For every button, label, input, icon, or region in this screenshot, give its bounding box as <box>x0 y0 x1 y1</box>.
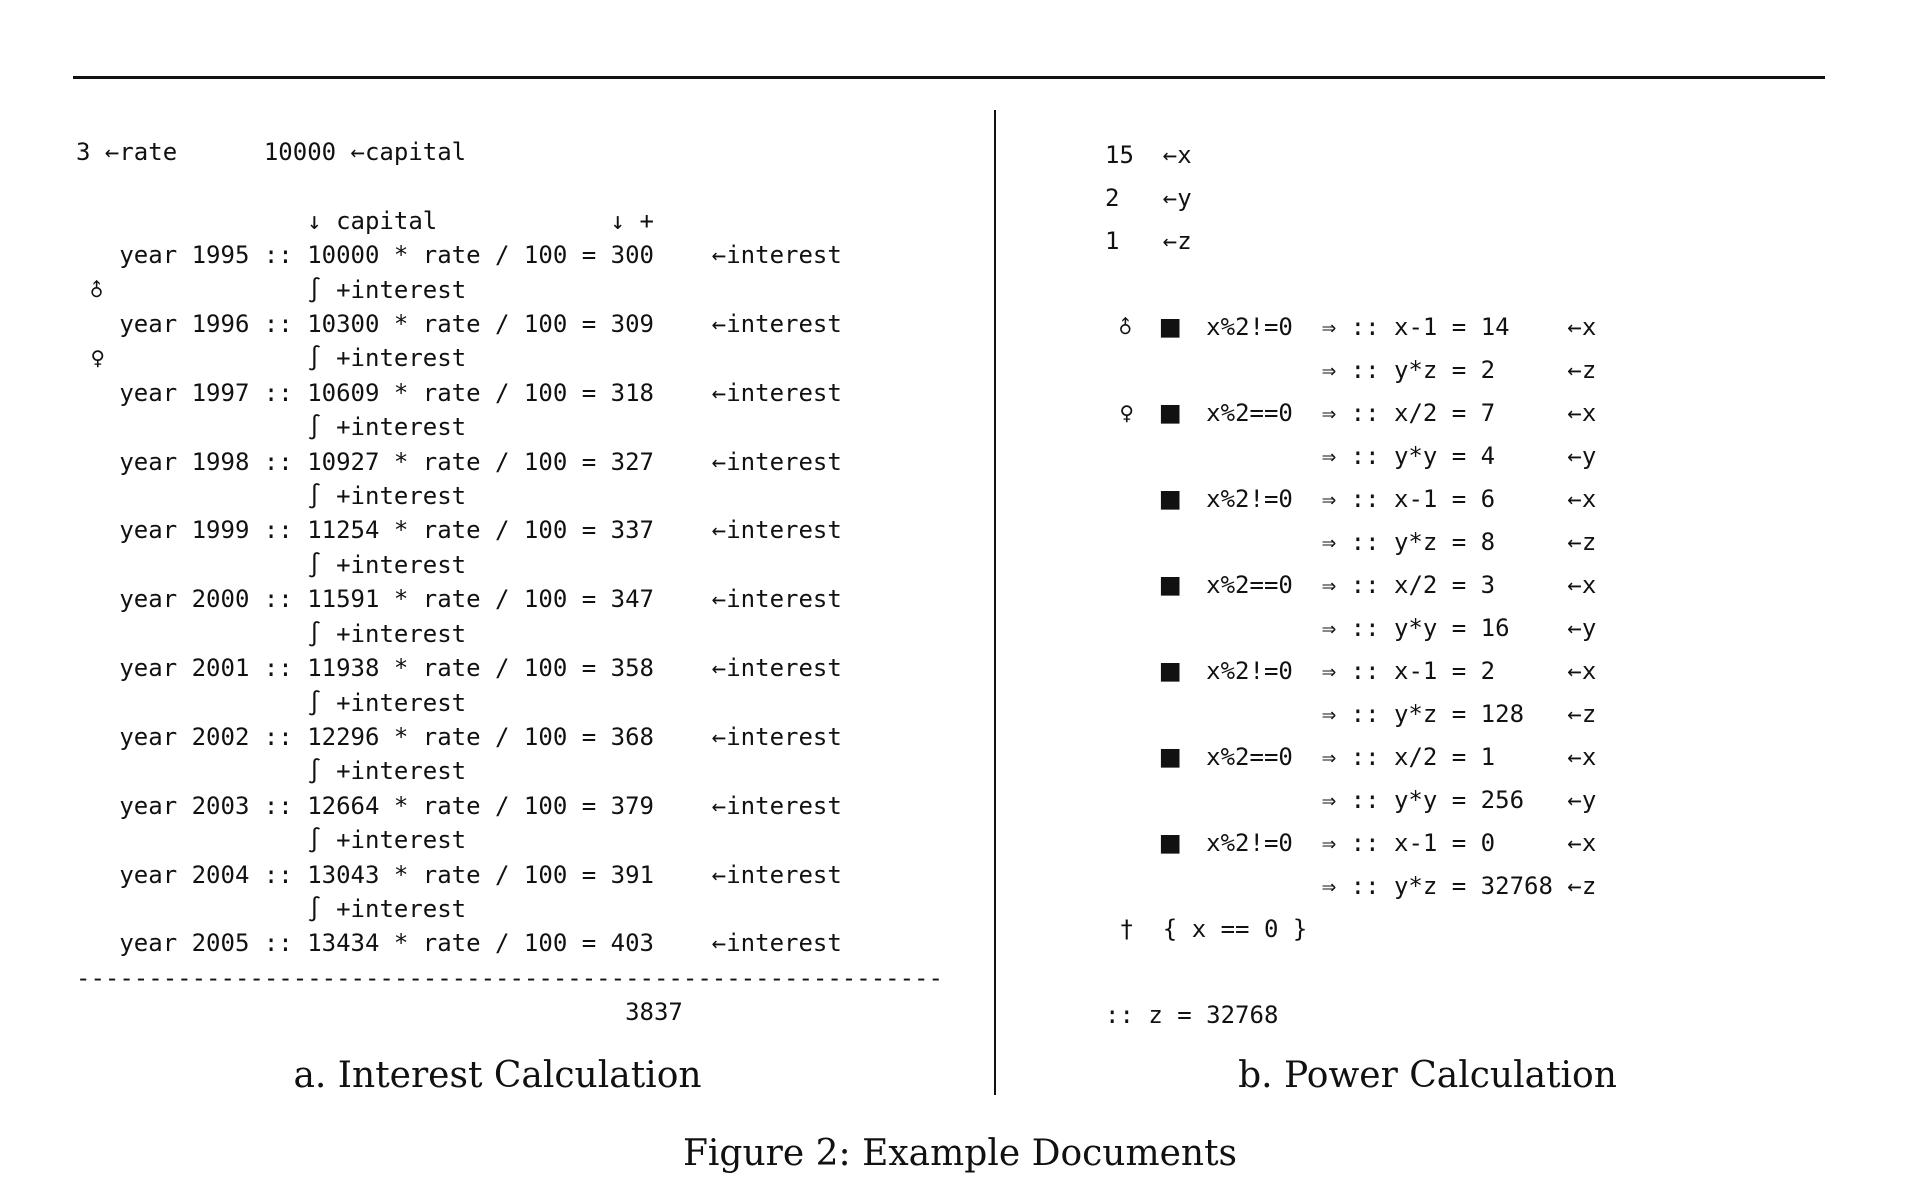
code-line: 1 ←z <box>1105 227 1192 255</box>
code-line: ∫ +interest <box>307 482 467 511</box>
panel-divider <box>994 110 996 1095</box>
code-line: ■ x%2!=0 ⇒ :: x-1 = 0 ←x <box>1105 822 1597 865</box>
code-line: :: z = 32768 <box>1105 1001 1279 1029</box>
code-line: ⇒ :: y*z = 32768 ←z <box>1105 872 1597 900</box>
code-line: ∫ +interest <box>307 757 467 786</box>
code-line: ♀ ∫ +interest <box>90 344 467 373</box>
code-line: year 2001 :: 11938 * rate / 100 = 358 ←i… <box>76 654 842 683</box>
code-line: ■ x%2==0 ⇒ :: x/2 = 3 ←x <box>1105 564 1597 607</box>
code-line <box>1105 951 1596 994</box>
fold-integral-icon: ∫ <box>307 275 322 304</box>
code-line: ♂ ■ x%2!=0 ⇒ :: x-1 = 14 ←x <box>1105 306 1596 349</box>
block-marker-icon: ■ <box>1160 566 1180 603</box>
code-line: ⇒ :: y*y = 256 ←y <box>1105 786 1597 814</box>
panel-a-caption: a. Interest Calculation <box>293 1055 702 1096</box>
code-line: year 2000 :: 11591 * rate / 100 = 347 ←i… <box>76 585 842 614</box>
block-marker-icon: ■ <box>1160 652 1180 689</box>
code-line: ■ x%2!=0 ⇒ :: x-1 = 2 ←x <box>1105 650 1597 693</box>
fold-integral-icon: ∫ <box>307 619 322 648</box>
code-line: year 1999 :: 11254 * rate / 100 = 337 ←i… <box>76 516 842 545</box>
code-line: ∫ +interest <box>307 550 467 579</box>
code-line: year 2003 :: 12664 * rate / 100 = 379 ←i… <box>76 791 842 820</box>
code-line: ⇒ :: y*z = 2 ←z <box>1105 356 1597 384</box>
panel-b-caption: b. Power Calculation <box>1238 1055 1617 1096</box>
code-line: year 2005 :: 13434 * rate / 100 = 403 ←i… <box>76 929 842 958</box>
block-marker-icon: ■ <box>1160 308 1180 345</box>
code-line: year 1996 :: 10300 * rate / 100 = 309 ←i… <box>76 310 842 339</box>
code-line: year 1998 :: 10927 * rate / 100 = 327 ←i… <box>76 447 842 476</box>
code-line: 3837 <box>76 998 683 1027</box>
code-line: ♂ ∫ +interest <box>76 273 943 307</box>
loop-end-icon: ♀ <box>1119 399 1134 427</box>
code-line: † { x == 0 } <box>1119 915 1308 943</box>
code-line: 15 ←x <box>1105 141 1192 169</box>
code-line: ⇒ :: y*z = 8 ←z <box>1105 528 1597 556</box>
code-line: 3 ←rate 10000 ←capital <box>76 138 467 166</box>
loop-end-icon: ♀ <box>90 344 105 373</box>
block-marker-icon: ■ <box>1160 480 1180 517</box>
code-line: ♀ ■ x%2==0 ⇒ :: x/2 = 7 ←x <box>1105 392 1596 435</box>
code-line: ∫ +interest <box>307 619 467 648</box>
code-line: ----------------------------------------… <box>76 963 943 992</box>
code-line <box>76 169 943 203</box>
code-line: ⇒ :: y*y = 16 ←y <box>1105 614 1597 642</box>
code-line: ⇒ :: y*y = 4 ←y <box>1105 442 1597 470</box>
code-line: ∫ +interest <box>307 413 467 442</box>
loop-begin-icon: ♂ <box>82 274 113 305</box>
fold-integral-icon: ∫ <box>307 413 322 442</box>
code-line: ⇒ :: y*z = 128 ←z <box>1105 700 1597 728</box>
code-line: ∫ +interest <box>307 688 467 717</box>
code-line: year 2004 :: 13043 * rate / 100 = 391 ←i… <box>76 860 842 889</box>
fold-integral-icon: ∫ <box>307 550 322 579</box>
fold-integral-icon: ∫ <box>307 688 322 717</box>
fold-integral-icon: ∫ <box>307 894 322 923</box>
top-rule <box>73 76 1825 79</box>
code-line: ■ x%2==0 ⇒ :: x/2 = 1 ←x <box>1105 736 1597 779</box>
fold-integral-icon: ∫ <box>307 482 322 511</box>
code-line: ↓ capital ↓ + <box>76 206 654 235</box>
fold-integral-icon: ∫ <box>307 344 322 373</box>
assertion-dagger-icon: † <box>1119 915 1134 943</box>
fold-integral-icon: ∫ <box>307 826 322 855</box>
code-line: year 1997 :: 10609 * rate / 100 = 318 ←i… <box>76 378 842 407</box>
loop-begin-icon: ♂ <box>1111 312 1142 343</box>
code-line: 2 ←y <box>1105 184 1192 212</box>
code-line: year 2002 :: 12296 * rate / 100 = 368 ←i… <box>76 722 842 751</box>
block-marker-icon: ■ <box>1160 738 1180 775</box>
fold-integral-icon: ∫ <box>307 757 322 786</box>
code-line: ■ x%2!=0 ⇒ :: x-1 = 6 ←x <box>1105 478 1597 521</box>
block-marker-icon: ■ <box>1160 394 1180 431</box>
code-line: ∫ +interest <box>307 894 467 923</box>
code-line: year 1995 :: 10000 * rate / 100 = 300 ←i… <box>76 241 842 270</box>
code-line: ∫ +interest <box>307 826 467 855</box>
interest-calculation-code: 3 ←rate 10000 ←capital ↓ capital ↓ + yea… <box>76 135 943 1030</box>
figure-caption: Figure 2: Example Documents <box>682 1133 1238 1174</box>
block-marker-icon: ■ <box>1160 824 1180 861</box>
